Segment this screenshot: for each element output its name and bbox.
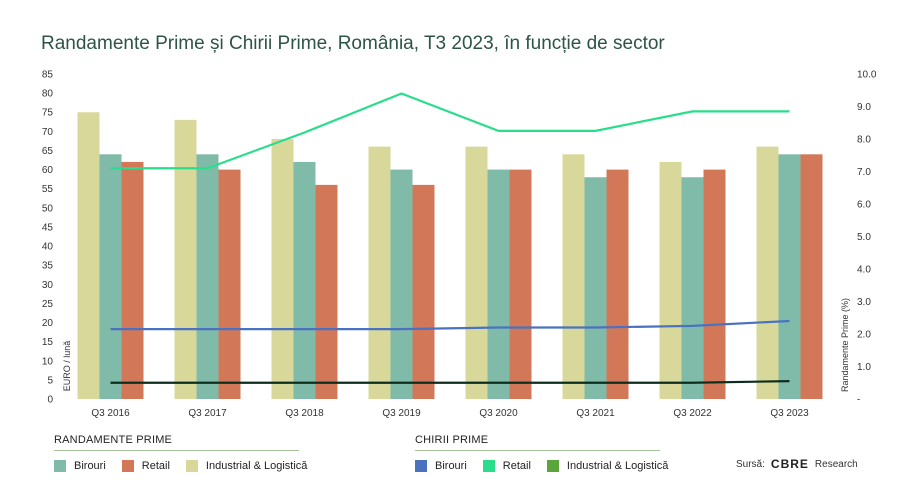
x-tick-label: Q3 2020 xyxy=(479,408,518,419)
legend-rents-row: Birouri Retail Industrial & Logistică xyxy=(415,460,684,472)
y-right-tick-label: 5.0 xyxy=(857,232,871,243)
y-left-tick-label: 0 xyxy=(47,395,53,406)
y-right-tick-label: 8.0 xyxy=(857,135,871,146)
y-left-tick-label: 15 xyxy=(42,337,54,348)
bar-retail xyxy=(703,169,726,399)
y-left-tick-label: 5 xyxy=(47,375,53,386)
legend-yields-row: Birouri Retail Industrial & Logistică xyxy=(54,460,323,472)
y-left-tick-label: 35 xyxy=(42,261,54,272)
bar-industrial-logistic- xyxy=(756,146,779,399)
y-right-tick-label: 6.0 xyxy=(857,200,871,211)
bar-industrial-logistic- xyxy=(659,161,682,399)
bar-birouri xyxy=(778,154,801,399)
legend-yields-label: Industrial & Logistică xyxy=(205,460,308,472)
bar-retail xyxy=(412,184,435,399)
legend-rents-label: Retail xyxy=(502,460,531,472)
legend-rents: CHIRII PRIME Birouri Retail Industrial & L… xyxy=(415,434,684,472)
bar-birouri xyxy=(99,154,122,399)
y-left-tick-label: 40 xyxy=(42,242,54,253)
legend-rents-swatch xyxy=(415,460,427,472)
x-tick-label: Q3 2019 xyxy=(382,408,421,419)
y-left-tick-label: 25 xyxy=(42,299,54,310)
bar-retail xyxy=(509,169,532,399)
x-tick-label: Q3 2021 xyxy=(576,408,615,419)
y-left-tick-label: 80 xyxy=(42,89,54,100)
line-industrial-logistic- xyxy=(110,380,790,384)
legend-rents-item: Birouri xyxy=(415,460,467,472)
legend-yields-swatch xyxy=(54,460,66,472)
x-tick-label: Q3 2016 xyxy=(91,408,130,419)
legend-yields-label: Birouri xyxy=(74,460,106,472)
cbre-logo: CBRE xyxy=(770,457,809,471)
bar-retail xyxy=(800,154,823,399)
x-tick-label: Q3 2022 xyxy=(673,408,712,419)
legend-rents-item: Industrial & Logistică xyxy=(546,460,669,472)
x-tick-label: Q3 2018 xyxy=(285,408,324,419)
y-left-tick-label: 70 xyxy=(42,127,54,138)
legend-yields-swatch xyxy=(185,460,198,472)
legend-rents-item: Retail xyxy=(482,460,531,472)
y-right-tick-label: 2.0 xyxy=(857,330,871,341)
bar-industrial-logistic- xyxy=(174,119,197,399)
legend-yields-item: Birouri xyxy=(54,460,106,472)
y-right-tick-label: 9.0 xyxy=(857,102,871,113)
legend-yields-item: Retail xyxy=(121,460,170,472)
y-left-tick-label: 20 xyxy=(42,318,54,329)
legend-rents-swatch xyxy=(482,460,495,472)
bar-retail xyxy=(606,169,629,399)
bar-birouri xyxy=(584,177,607,399)
source-prefix: Sursă: xyxy=(736,458,765,470)
legend-yields-label: Retail xyxy=(141,460,170,472)
y-left-tick-label: 30 xyxy=(42,280,54,291)
bar-birouri xyxy=(293,161,316,399)
y-left-tick-label: 55 xyxy=(42,184,54,195)
y-left-tick-label: 85 xyxy=(42,70,54,81)
y-right-tick-label: 4.0 xyxy=(857,265,871,276)
y-left-tick-label: 75 xyxy=(42,108,54,119)
bar-retail xyxy=(218,169,241,399)
bar-retail xyxy=(121,161,144,399)
bar-industrial-logistic- xyxy=(465,146,488,399)
y-left-tick-label: 65 xyxy=(42,146,54,157)
y-right-tick-label: 7.0 xyxy=(857,167,871,178)
legend-rents-title: CHIRII PRIME xyxy=(415,434,660,451)
y-left-tick-label: 10 xyxy=(42,356,54,367)
legend-yields-swatch xyxy=(121,460,134,472)
line-retail xyxy=(110,92,790,170)
bar-birouri xyxy=(196,154,219,399)
source-note: Sursă: CBRE Research xyxy=(736,457,858,471)
bar-retail xyxy=(315,184,338,399)
legend-rents-label: Industrial & Logistică xyxy=(566,460,669,472)
x-tick-label: Q3 2017 xyxy=(188,408,227,419)
legend-rents-swatch xyxy=(546,460,559,472)
legend-yields: RANDAMENTE PRIME Birouri Retail Industrial… xyxy=(54,434,323,472)
y-right-tick-label: 3.0 xyxy=(857,297,871,308)
line-birouri xyxy=(110,319,790,331)
bar-industrial-logistic- xyxy=(562,154,585,399)
y-right-tick-label: 10.0 xyxy=(857,70,877,81)
y-left-tick-label: 50 xyxy=(42,203,54,214)
y-left-tick-label: 45 xyxy=(42,222,54,233)
bar-industrial-logistic- xyxy=(368,146,391,399)
legend-yields-title: RANDAMENTE PRIME xyxy=(54,434,299,451)
bar-industrial-logistic- xyxy=(271,139,294,399)
bar-industrial-logistic- xyxy=(77,112,100,399)
source-suffix: Research xyxy=(814,458,858,470)
y-right-tick-label: 1.0 xyxy=(857,362,871,373)
legend-rents-label: Birouri xyxy=(435,460,467,472)
y-right-tick-label: - xyxy=(857,395,860,406)
chart-title: Randamente Prime și Chirii Prime, Români… xyxy=(41,33,665,54)
bar-birouri xyxy=(487,169,510,399)
y-left-axis-label: EURO / lună xyxy=(62,341,72,392)
bar-birouri xyxy=(681,177,704,399)
y-left-tick-label: 60 xyxy=(42,165,54,176)
y-right-axis-label: Randamente Prime (%) xyxy=(840,298,850,392)
bar-birouri xyxy=(390,169,413,399)
x-tick-label: Q3 2023 xyxy=(770,408,809,419)
legend-yields-item: Industrial & Logistică xyxy=(185,460,308,472)
